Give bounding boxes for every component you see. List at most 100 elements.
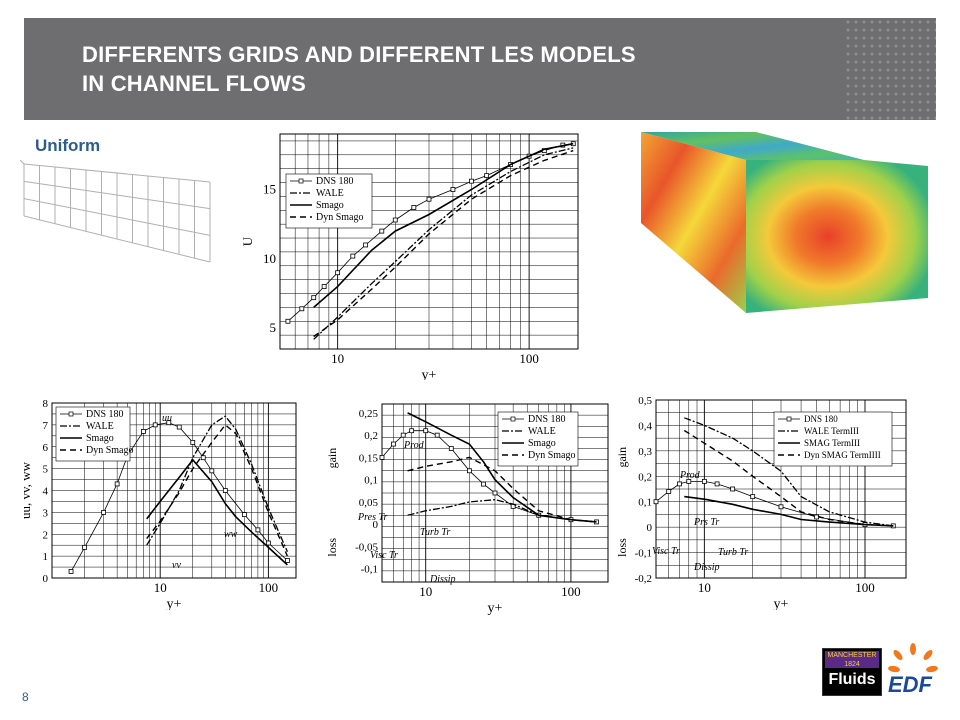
- y-tick-label: 0,2: [638, 471, 652, 483]
- legend-entry: Smago: [316, 200, 344, 211]
- data-point: [450, 187, 456, 192]
- legend-entry: Dyn Smago: [528, 450, 576, 461]
- x-axis-label: y+: [422, 368, 437, 380]
- data-point: [730, 486, 736, 492]
- data-point: [255, 527, 261, 533]
- curve-annotation: Visc Tr: [370, 550, 398, 561]
- y-tick-label: 0,2: [364, 430, 378, 442]
- data-point: [701, 478, 707, 484]
- data-point: [321, 284, 327, 289]
- data-point: [434, 432, 440, 438]
- y-tick-label: 15: [263, 181, 276, 196]
- y-tick-label: 10: [263, 251, 276, 266]
- legend-box: [773, 411, 893, 467]
- loss-label: loss: [325, 538, 339, 557]
- legend-entry: SMAG TermIII: [804, 438, 860, 448]
- curve-annotation: Visc Tr: [652, 546, 680, 557]
- curve-annotation: Prod: [679, 470, 701, 481]
- data-point: [686, 478, 692, 484]
- data-point: [265, 540, 271, 546]
- x-axis-label: y+: [774, 597, 789, 610]
- data-point: [379, 228, 385, 234]
- legend-entry: DNS 180: [804, 414, 838, 424]
- legend-entry: Smago: [528, 438, 556, 449]
- legend-entry: WALE TermIII: [804, 426, 859, 436]
- edf-logo-text: EDF: [888, 672, 932, 697]
- series-line: [146, 423, 289, 557]
- legend-box: [55, 406, 131, 462]
- x-tick-label: 10: [331, 351, 344, 366]
- series-line: [146, 458, 288, 566]
- curve-annotation: Turb Tr: [718, 547, 748, 558]
- data-point: [714, 481, 720, 487]
- series-line: [407, 412, 597, 523]
- y-axis-label: uu, vv, ww: [18, 461, 33, 519]
- budget-chart-dns: 10 100 -0,1 -0,05 0 0,05 0,1 0,15 0,2 0,25 y+ gain l…: [325, 403, 609, 615]
- data-point: [469, 178, 474, 184]
- x-axis-label: y+: [488, 601, 503, 615]
- y-tick-label: 0: [647, 522, 653, 534]
- y-tick-label: 0,5: [638, 395, 652, 407]
- grid-wireframe: [20, 160, 211, 263]
- data-point: [492, 490, 498, 496]
- data-point: [653, 499, 659, 505]
- data-point: [409, 428, 415, 434]
- slide-title-line-1: DIFFERENTS GRIDS AND DIFFERENT LES MODEL…: [82, 42, 636, 67]
- x-tick-label: 100: [259, 580, 279, 595]
- y-tick-label: 0: [43, 573, 49, 585]
- x-axis-label: y+: [167, 597, 182, 610]
- data-point: [778, 504, 784, 510]
- y-tick-label: 0: [373, 519, 379, 531]
- y-tick-label: 7: [43, 420, 49, 432]
- y-tick-label: 2: [43, 529, 49, 541]
- legend-entry: Dyn Smago: [316, 212, 364, 223]
- manchester-fluids-logo: MANCHESTER 1824 Fluids: [822, 648, 882, 696]
- reynolds-stress-chart: 10 100 0 1 2 3 4 5 6 7 8 y+ uu, vv, ww DNS 180WALESma…: [18, 398, 297, 610]
- data-point: [190, 439, 196, 445]
- series-line: [313, 149, 574, 338]
- data-point: [114, 481, 120, 487]
- slide-title: DIFFERENTS GRIDS AND DIFFERENT LES MODEL…: [82, 40, 636, 98]
- channel-flow-3d-box: [641, 132, 928, 313]
- curve-annotation: Turb Tr: [420, 527, 450, 538]
- curve-annotation: Prod: [403, 440, 425, 451]
- gain-label: gain: [615, 447, 629, 468]
- data-point: [176, 424, 182, 430]
- data-point: [400, 432, 406, 438]
- grid-type-label: Uniform: [35, 136, 101, 155]
- x-tick-label: 100: [855, 580, 875, 595]
- data-point: [141, 429, 146, 434]
- curve-annotation: Prs Tr: [693, 517, 719, 528]
- legend-box: [497, 411, 579, 467]
- y-axis-label: U: [240, 236, 255, 246]
- y-tick-label: 0,25: [359, 408, 379, 420]
- data-point: [481, 481, 486, 487]
- series-line: [684, 495, 894, 527]
- y-tick-label: 3: [43, 507, 49, 519]
- edf-logo-mark: [888, 643, 938, 673]
- legend-entry: DNS 180: [86, 409, 124, 420]
- data-point: [335, 270, 341, 276]
- page-number: 8: [22, 690, 29, 704]
- x-tick-label: 100: [561, 584, 581, 599]
- y-tick-label: 1: [43, 551, 49, 563]
- legend-marker: [510, 416, 516, 422]
- data-point: [311, 295, 317, 301]
- y-tick-label: 6: [43, 442, 49, 454]
- series-line: [683, 429, 894, 527]
- gain-label: gain: [325, 448, 339, 469]
- data-point: [666, 489, 672, 494]
- data-point: [363, 242, 369, 248]
- y-tick-label: 4: [43, 486, 49, 498]
- data-point: [448, 446, 454, 451]
- legend-marker: [68, 411, 74, 417]
- y-tick-label: 5: [43, 464, 49, 476]
- data-point: [222, 488, 228, 493]
- data-point: [166, 420, 172, 426]
- legend-entry: WALE: [86, 421, 114, 432]
- x-tick-label: 10: [419, 584, 432, 599]
- series-line: [313, 147, 574, 340]
- data-point: [285, 318, 291, 324]
- y-tick-label: 0,1: [364, 475, 378, 487]
- data-point: [152, 422, 158, 428]
